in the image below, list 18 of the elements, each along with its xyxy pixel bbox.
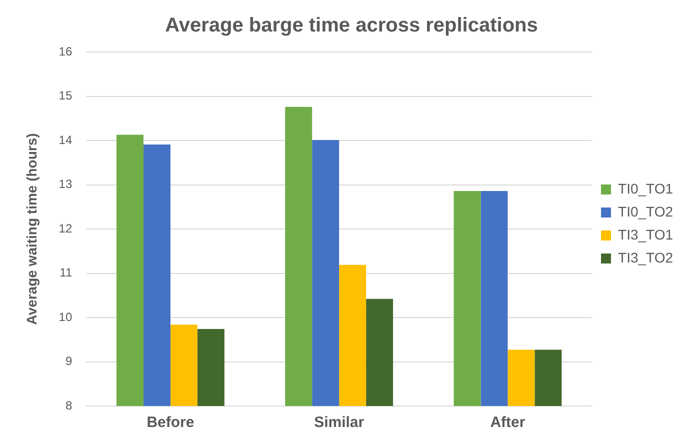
x-tick-label: Before bbox=[146, 414, 194, 432]
y-tick-label: 13 bbox=[58, 177, 72, 192]
y-tick-label: 15 bbox=[58, 88, 72, 103]
y-tick-label: 16 bbox=[58, 44, 72, 58]
chart-title: Average barge time across replications bbox=[165, 14, 538, 37]
y-tick-label: 9 bbox=[65, 354, 72, 368]
y-tick-label: 11 bbox=[60, 266, 72, 280]
y-tick-label: 12 bbox=[58, 221, 72, 236]
legend-label: TI3_TO2 bbox=[618, 249, 674, 266]
x-tick-label: After bbox=[490, 414, 526, 432]
y-tick-label: 14 bbox=[58, 132, 72, 147]
legend-label: TI0_TO1 bbox=[618, 180, 674, 196]
y-axis-title: Average waiting time (hours) bbox=[23, 133, 40, 325]
y-tick-label: 10 bbox=[58, 310, 72, 324]
y-tick-label: 8 bbox=[65, 398, 72, 412]
x-tick-label: Similar bbox=[314, 414, 364, 432]
legend-label: TI0_TO2 bbox=[618, 203, 674, 220]
legend-label: TI3_TO1 bbox=[618, 226, 674, 242]
